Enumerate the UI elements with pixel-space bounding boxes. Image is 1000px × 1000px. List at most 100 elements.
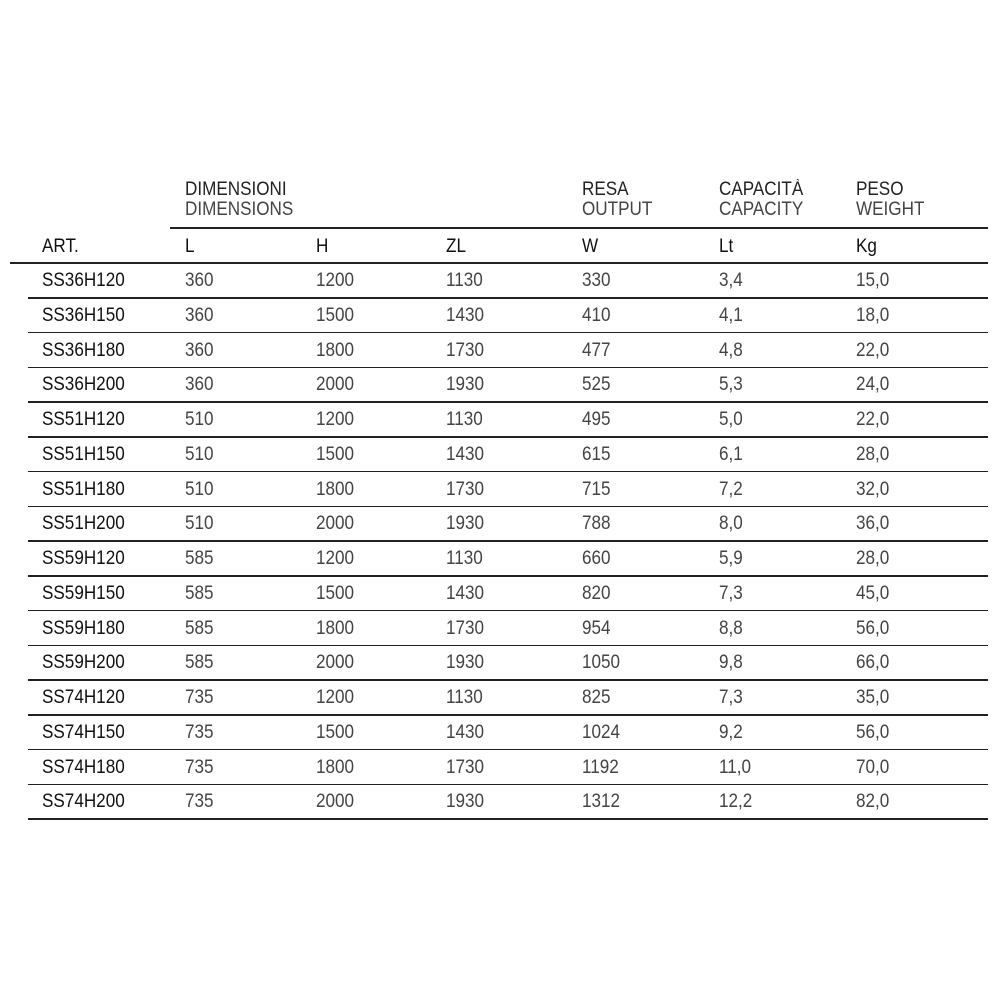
table-row: SS59H180 585 1800 1730 954 8,8 56,0 (0, 611, 1000, 646)
cell-zl: 1130 (446, 270, 483, 291)
table-row: SS59H150 585 1500 1430 820 7,3 45,0 (0, 576, 1000, 612)
cell-lt: 4,8 (719, 339, 743, 361)
cell-l: 585 (185, 548, 214, 569)
cell-w: 715 (582, 478, 611, 500)
cell-kg: 66,0 (856, 652, 890, 674)
header-divider (10, 262, 988, 264)
cell-lt: 9,2 (719, 721, 743, 743)
row-divider (28, 331, 988, 334)
cell-art: SS74H180 (42, 756, 125, 778)
cell-l: 735 (185, 721, 214, 743)
table-row: SS74H120 735 1200 1130 825 7,3 35,0 (0, 680, 1000, 716)
row-divider (28, 783, 988, 785)
cell-h: 1200 (316, 270, 355, 291)
cell-l: 360 (185, 374, 214, 396)
column-header-l: L (185, 236, 195, 257)
cell-w: 788 (582, 513, 611, 535)
group-label-en: DIMENSIONS (185, 199, 294, 220)
cell-kg: 32,0 (856, 478, 890, 500)
cell-art: SS36H120 (42, 270, 125, 291)
cell-zl: 1130 (446, 687, 483, 708)
cell-lt: 7,3 (719, 687, 743, 708)
group-header-capacity: CAPACITÀ CAPACITY (719, 180, 803, 220)
cell-kg: 24,0 (856, 374, 890, 396)
cell-h: 1500 (316, 582, 355, 604)
cell-art: SS51H120 (42, 409, 125, 430)
group-label-it: PESO (856, 179, 904, 200)
group-label-it: RESA (582, 179, 629, 200)
cell-art: SS59H150 (42, 582, 125, 604)
cell-h: 1500 (316, 443, 355, 465)
row-divider (28, 644, 988, 646)
cell-h: 1200 (316, 687, 355, 708)
cell-kg: 18,0 (856, 304, 890, 326)
cell-l: 360 (185, 270, 214, 291)
cell-lt: 5,0 (719, 409, 743, 430)
cell-art: SS59H200 (42, 652, 125, 674)
cell-kg: 82,0 (856, 791, 890, 813)
cell-lt: 7,2 (719, 478, 743, 500)
cell-art: SS36H180 (42, 339, 125, 361)
cell-l: 585 (185, 617, 214, 639)
table-row: SS51H180 510 1800 1730 715 7,2 32,0 (0, 472, 1000, 507)
table-row: SS51H200 510 2000 1930 788 8,0 36,0 (0, 506, 1000, 542)
column-header-h: H (316, 236, 329, 257)
cell-h: 1800 (316, 478, 355, 500)
cell-w: 954 (582, 617, 611, 639)
cell-kg: 35,0 (856, 687, 890, 708)
cell-w: 820 (582, 582, 611, 604)
cell-w: 1312 (582, 791, 621, 813)
cell-lt: 3,4 (719, 270, 743, 291)
cell-zl: 1130 (446, 409, 483, 430)
cell-h: 2000 (316, 374, 355, 396)
cell-lt: 4,1 (719, 304, 743, 326)
cell-zl: 1930 (446, 791, 485, 813)
row-divider (28, 401, 988, 403)
group-label-it: CAPACITÀ (719, 179, 804, 200)
cell-lt: 7,3 (719, 582, 743, 604)
cell-l: 585 (185, 582, 214, 604)
cell-art: SS74H120 (42, 687, 125, 708)
cell-art: SS51H150 (42, 443, 125, 465)
column-header-w: W (582, 236, 599, 257)
table-row: SS59H120 585 1200 1130 660 5,9 28,0 (0, 541, 1000, 577)
cell-l: 735 (185, 687, 214, 708)
cell-w: 1050 (582, 652, 621, 674)
cell-zl: 1430 (446, 304, 485, 326)
cell-kg: 56,0 (856, 617, 890, 639)
cell-lt: 12,2 (719, 791, 753, 813)
cell-lt: 9,8 (719, 652, 743, 674)
cell-h: 2000 (316, 791, 355, 813)
cell-w: 825 (582, 687, 611, 708)
cell-zl: 1930 (446, 374, 485, 396)
cell-lt: 6,1 (719, 443, 743, 465)
group-label-en: WEIGHT (856, 199, 925, 220)
table-row: SS36H200 360 2000 1930 525 5,3 24,0 (0, 367, 1000, 403)
cell-h: 1800 (316, 617, 355, 639)
cell-w: 1192 (582, 756, 619, 778)
cell-art: SS51H180 (42, 478, 125, 500)
cell-kg: 70,0 (856, 756, 890, 778)
cell-l: 510 (185, 409, 214, 430)
cell-kg: 56,0 (856, 721, 890, 743)
cell-zl: 1730 (446, 339, 485, 361)
column-header-lt: Lt (719, 236, 734, 257)
cell-w: 660 (582, 548, 611, 569)
cell-h: 1500 (316, 304, 355, 326)
row-divider (28, 818, 988, 820)
cell-kg: 28,0 (856, 443, 890, 465)
cell-zl: 1930 (446, 513, 485, 535)
cell-l: 585 (185, 652, 214, 674)
cell-l: 510 (185, 443, 214, 465)
table-row: SS51H120 510 1200 1130 495 5,0 22,0 (0, 402, 1000, 438)
cell-l: 360 (185, 304, 214, 326)
cell-h: 1800 (316, 756, 355, 778)
group-label-en: OUTPUT (582, 199, 653, 220)
cell-art: SS51H200 (42, 513, 125, 535)
cell-zl: 1430 (446, 582, 485, 604)
cell-w: 1024 (582, 721, 621, 743)
cell-lt: 8,0 (719, 513, 743, 535)
cell-h: 1200 (316, 548, 355, 569)
group-header-output: RESA OUTPUT (582, 180, 652, 220)
group-header-weight: PESO WEIGHT (856, 180, 924, 220)
